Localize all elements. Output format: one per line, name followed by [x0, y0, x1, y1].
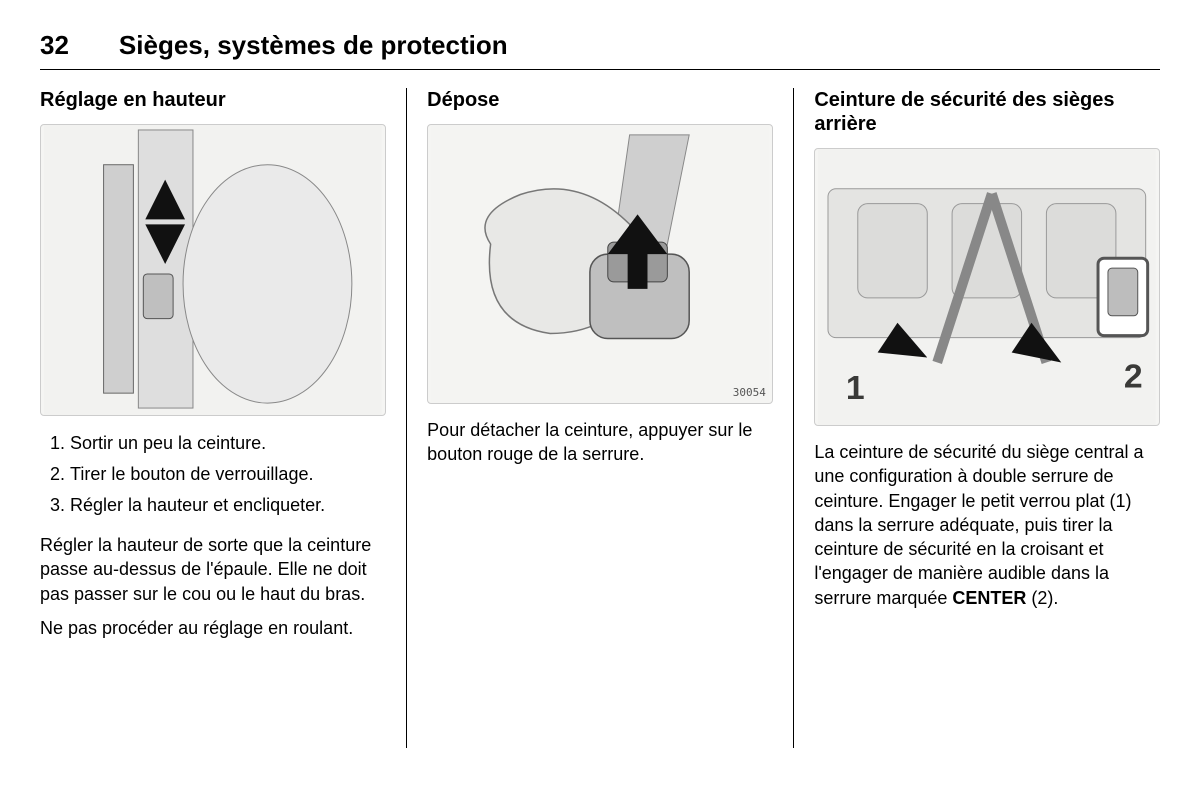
- column-separator-1: [406, 88, 408, 748]
- page-number: 32: [40, 30, 69, 61]
- height-note-1: Régler la hauteur de sorte que la ceintu…: [40, 533, 386, 606]
- content-columns: Réglage en hauteur Sortir un peu la cein…: [40, 88, 1160, 748]
- column-2: Dépose 30054 Pour détacher la ceinture, …: [409, 88, 791, 748]
- steps-list: Sortir un peu la ceinture. Tirer le bout…: [40, 430, 386, 523]
- column-3: Ceinture de sécurité des sièges arrière …: [796, 88, 1160, 748]
- step-1: Sortir un peu la ceinture.: [70, 430, 386, 457]
- section-title-rear-belt: Ceinture de sécurité des sièges arrière: [814, 88, 1160, 136]
- release-button-illustration-svg: [428, 125, 772, 403]
- rear-belt-center-label: CENTER: [952, 588, 1026, 608]
- height-adjust-illustration-svg: [41, 125, 385, 415]
- column-separator-2: [793, 88, 795, 748]
- rear-belt-text-pre: La ceinture de sécurité du siège central…: [814, 442, 1143, 608]
- header-rule: [40, 69, 1160, 70]
- section-title-release: Dépose: [427, 88, 773, 112]
- height-note-2: Ne pas procéder au réglage en roulant.: [40, 616, 386, 640]
- rear-belt-text-post: (2).: [1026, 588, 1058, 608]
- rear-belt-note: La ceinture de sécurité du siège central…: [814, 440, 1160, 610]
- figure-label-2: 2: [1124, 357, 1143, 395]
- figure-release-button: 30054: [427, 124, 773, 404]
- column-1: Réglage en hauteur Sortir un peu la cein…: [40, 88, 404, 748]
- figure-tag: 30054: [733, 386, 766, 399]
- release-note: Pour détacher la ceinture, appuyer sur l…: [427, 418, 773, 467]
- figure-height-adjust: [40, 124, 386, 416]
- rear-seat-belt-illustration-svg: 1 2: [815, 149, 1159, 425]
- step-3: Régler la hauteur et encliqueter.: [70, 492, 386, 519]
- section-title-height: Réglage en hauteur: [40, 88, 386, 112]
- page-header: 32 Sièges, systèmes de protection: [40, 30, 1160, 61]
- figure-label-1: 1: [846, 369, 865, 407]
- figure-rear-seat-belt: 1 2: [814, 148, 1160, 426]
- chapter-title: Sièges, systèmes de protection: [119, 30, 508, 61]
- step-2: Tirer le bouton de verrouillage.: [70, 461, 386, 488]
